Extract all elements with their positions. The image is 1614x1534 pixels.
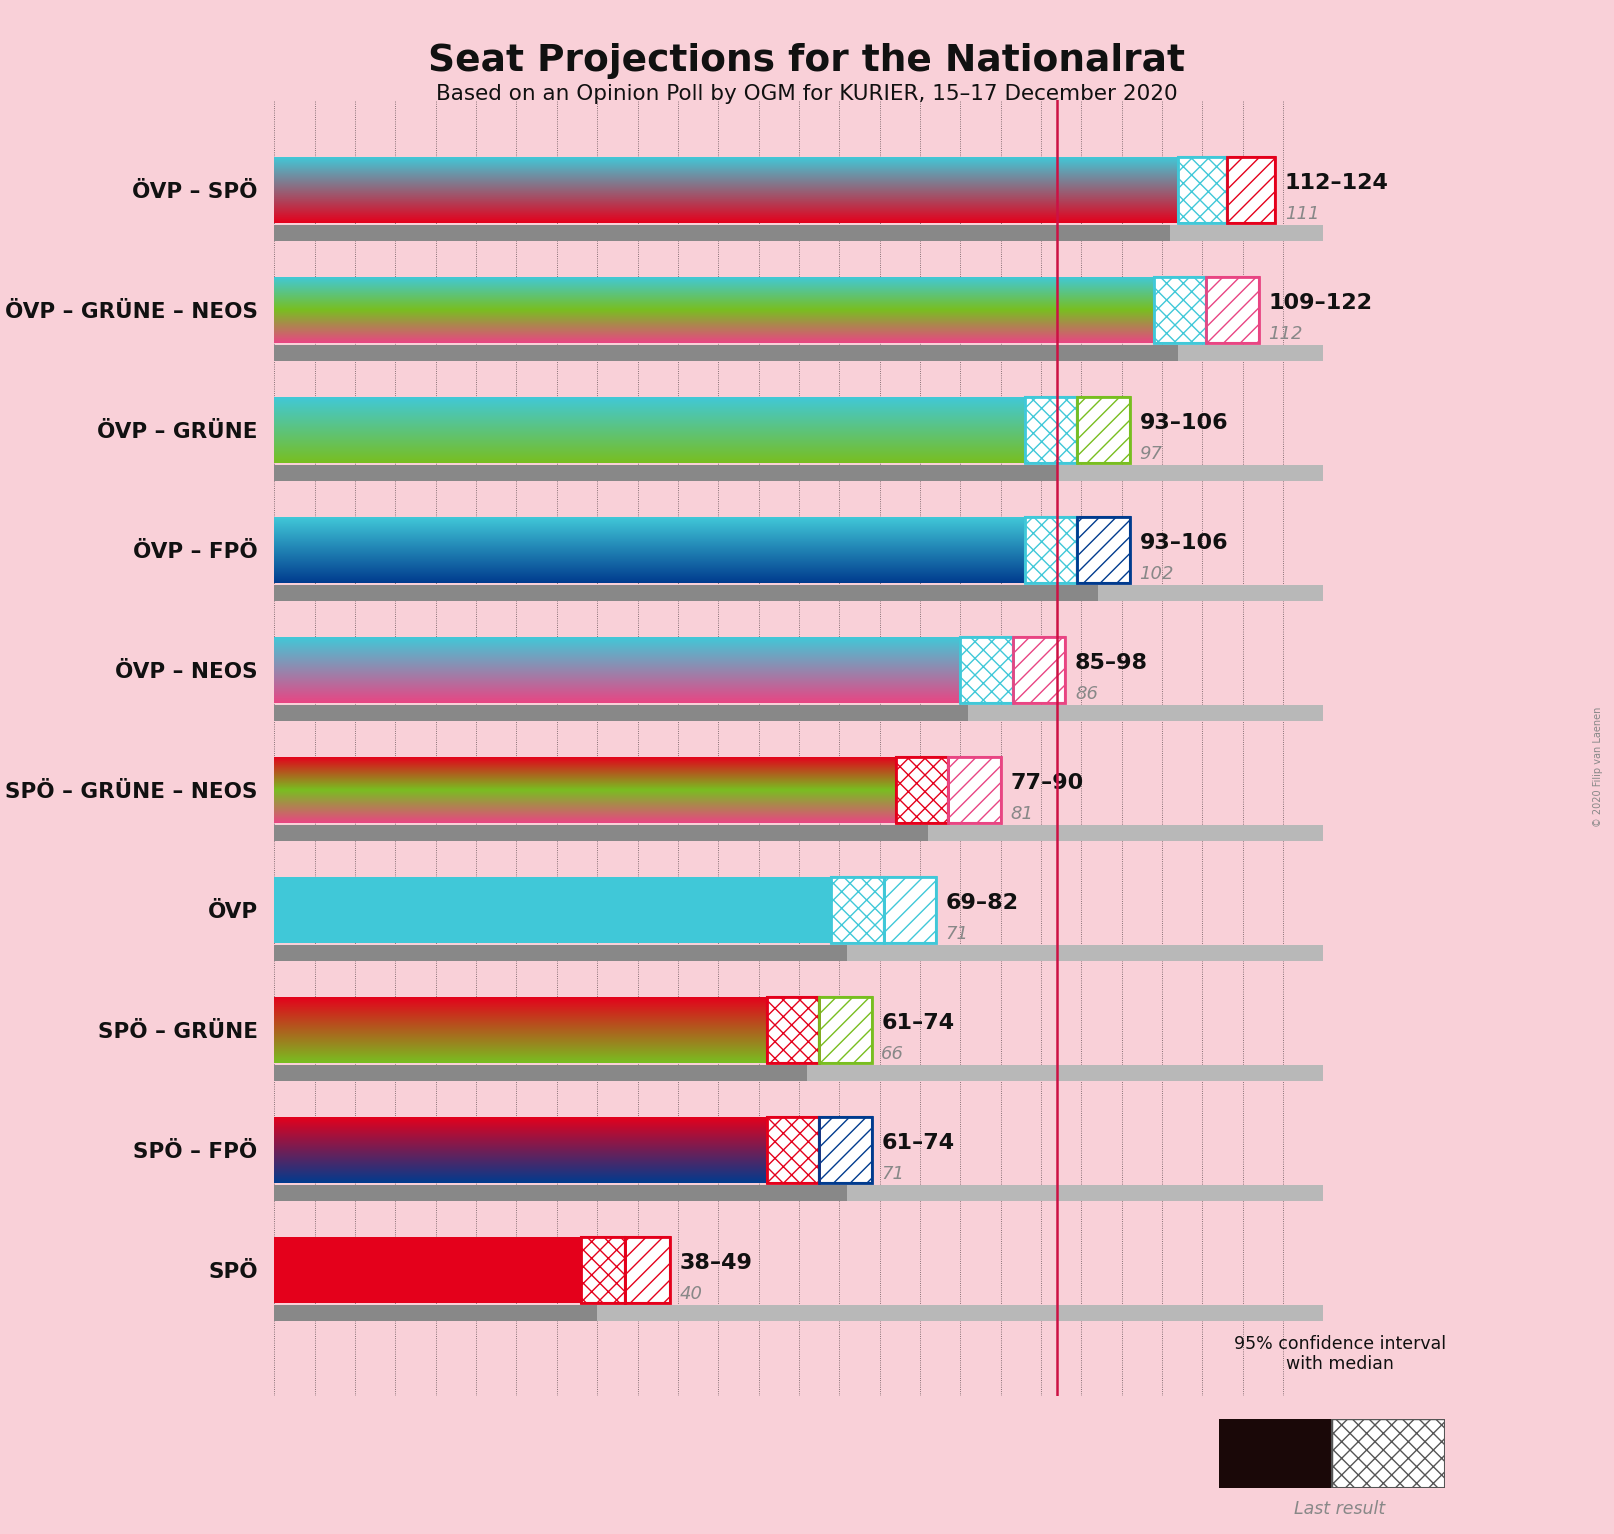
Bar bbox=[274, 825, 1323, 841]
Bar bbox=[896, 756, 949, 822]
Bar bbox=[767, 1117, 820, 1183]
Bar bbox=[274, 706, 1323, 721]
Bar bbox=[1207, 276, 1259, 342]
Text: 81: 81 bbox=[1010, 805, 1033, 822]
Bar bbox=[581, 1236, 625, 1302]
Bar bbox=[274, 1236, 581, 1302]
Bar bbox=[1154, 276, 1206, 342]
Bar bbox=[274, 225, 1170, 241]
Bar bbox=[274, 1065, 807, 1081]
Bar bbox=[274, 945, 847, 960]
Bar bbox=[274, 345, 1178, 360]
Bar bbox=[274, 584, 1098, 601]
Bar bbox=[1014, 637, 1065, 703]
Bar bbox=[274, 945, 1323, 960]
Text: 111: 111 bbox=[1285, 204, 1319, 222]
Bar bbox=[820, 997, 872, 1063]
Text: 97: 97 bbox=[1139, 445, 1162, 463]
Text: 95% confidence interval
with median: 95% confidence interval with median bbox=[1233, 1335, 1446, 1373]
Bar bbox=[831, 877, 884, 943]
Text: 109–122: 109–122 bbox=[1269, 293, 1372, 313]
Bar bbox=[274, 1186, 1323, 1201]
Bar bbox=[1227, 156, 1275, 222]
Bar bbox=[820, 1117, 872, 1183]
Text: 61–74: 61–74 bbox=[881, 1012, 954, 1032]
Text: 69–82: 69–82 bbox=[946, 893, 1018, 913]
Bar bbox=[1332, 1419, 1445, 1488]
Text: 102: 102 bbox=[1139, 565, 1173, 583]
Text: Based on an Opinion Poll by OGM for KURIER, 15–17 December 2020: Based on an Opinion Poll by OGM for KURI… bbox=[436, 84, 1178, 104]
Bar bbox=[1078, 517, 1130, 583]
Bar bbox=[949, 756, 1001, 822]
Bar bbox=[884, 877, 936, 943]
Bar bbox=[274, 584, 1323, 601]
Bar bbox=[274, 1065, 1323, 1081]
Bar bbox=[581, 1236, 625, 1302]
Text: Last result: Last result bbox=[1294, 1500, 1385, 1519]
Text: 93–106: 93–106 bbox=[1139, 413, 1228, 433]
Text: 40: 40 bbox=[679, 1285, 702, 1302]
Text: 38–49: 38–49 bbox=[679, 1253, 752, 1273]
Text: 112: 112 bbox=[1269, 325, 1302, 342]
Bar bbox=[274, 825, 928, 841]
Bar bbox=[1178, 156, 1227, 222]
Bar bbox=[274, 465, 1057, 480]
Bar bbox=[274, 1186, 847, 1201]
Bar bbox=[831, 877, 884, 943]
Text: 61–74: 61–74 bbox=[881, 1132, 954, 1152]
Bar bbox=[1332, 1419, 1445, 1488]
Text: 86: 86 bbox=[1075, 684, 1098, 703]
Bar bbox=[1025, 517, 1077, 583]
Text: 66: 66 bbox=[881, 1045, 904, 1063]
Bar bbox=[1078, 517, 1130, 583]
Bar bbox=[1025, 397, 1077, 463]
Bar bbox=[960, 637, 1014, 703]
Text: 71: 71 bbox=[881, 1164, 904, 1183]
Bar bbox=[274, 1305, 1323, 1321]
Bar bbox=[896, 756, 949, 822]
Bar bbox=[1154, 276, 1206, 342]
Bar bbox=[820, 1117, 872, 1183]
Text: Seat Projections for the Nationalrat: Seat Projections for the Nationalrat bbox=[428, 43, 1186, 78]
Bar bbox=[767, 997, 820, 1063]
Bar bbox=[767, 997, 820, 1063]
Bar bbox=[1219, 1419, 1332, 1488]
Bar bbox=[1178, 156, 1227, 222]
Bar bbox=[1227, 156, 1275, 222]
Bar bbox=[960, 637, 1014, 703]
Bar bbox=[274, 465, 1323, 480]
Bar bbox=[1025, 397, 1077, 463]
Bar bbox=[274, 706, 968, 721]
Bar bbox=[1078, 397, 1130, 463]
Text: © 2020 Filip van Laenen: © 2020 Filip van Laenen bbox=[1593, 707, 1603, 827]
Bar bbox=[1078, 397, 1130, 463]
Text: 112–124: 112–124 bbox=[1285, 172, 1388, 193]
Text: 71: 71 bbox=[946, 925, 968, 943]
Bar bbox=[949, 756, 1001, 822]
Bar bbox=[274, 225, 1323, 241]
Bar bbox=[1207, 276, 1259, 342]
Bar bbox=[274, 345, 1323, 360]
Text: 93–106: 93–106 bbox=[1139, 532, 1228, 552]
Text: 85–98: 85–98 bbox=[1075, 652, 1148, 672]
Bar bbox=[767, 1117, 820, 1183]
Bar bbox=[884, 877, 936, 943]
Bar bbox=[1025, 517, 1077, 583]
Bar bbox=[625, 1236, 670, 1302]
Bar bbox=[274, 1305, 597, 1321]
Bar bbox=[820, 997, 872, 1063]
Bar bbox=[625, 1236, 670, 1302]
Bar bbox=[274, 877, 831, 943]
Text: 77–90: 77–90 bbox=[1010, 773, 1083, 793]
Bar bbox=[1014, 637, 1065, 703]
